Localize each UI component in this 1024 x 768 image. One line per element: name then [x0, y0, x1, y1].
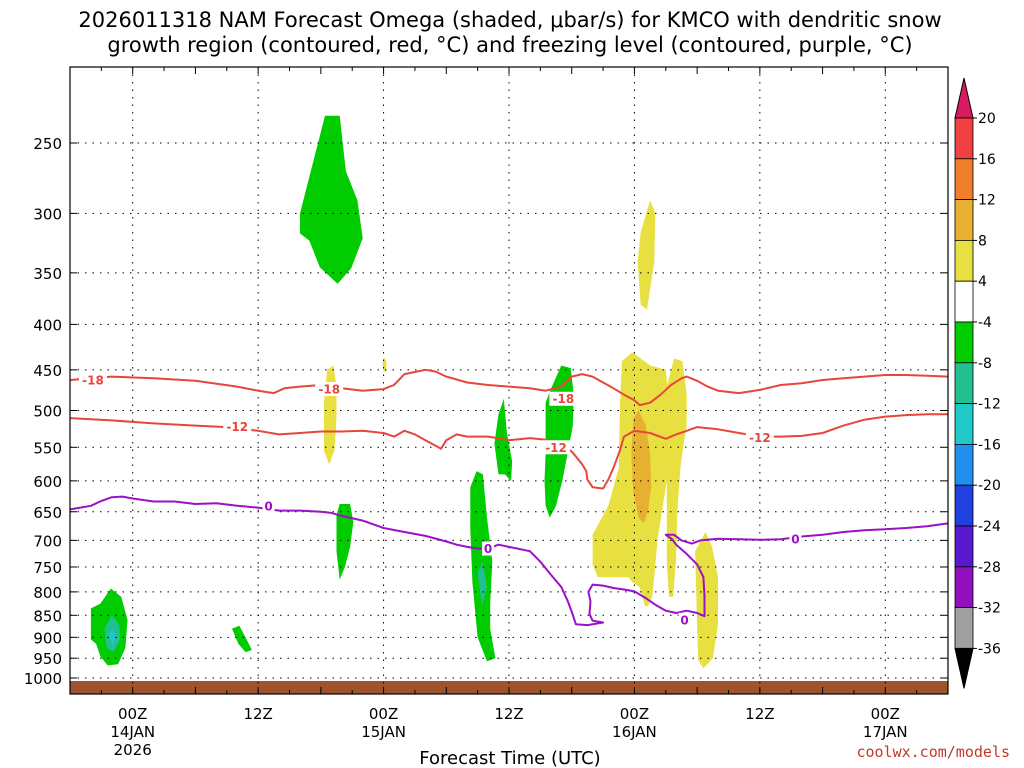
dgz-minus12-label-bg	[745, 430, 774, 445]
contour-layer: -18 -18 -18 -12 -12 -12 0 0 0 0	[69, 368, 949, 627]
yellow-lower-right	[695, 532, 718, 669]
dgz-minus12-label-bg	[542, 440, 571, 455]
dgz-minus12-label: -12	[545, 441, 567, 455]
y-tick-label: 750	[33, 559, 62, 577]
colorbar-label: -16	[978, 437, 1001, 453]
y-tick-label: 950	[33, 650, 62, 668]
y-tick-label: 350	[33, 265, 62, 283]
freezing-level-0-label-bg	[262, 498, 275, 513]
colorbar-label: 8	[978, 233, 987, 249]
x-tick-year: 2026	[114, 741, 152, 759]
y-tick-label: 500	[33, 403, 62, 421]
x-tick-date: 14JAN	[110, 723, 155, 741]
colorbar-label: -28	[978, 560, 1001, 576]
dgz-minus12-label-bg	[223, 419, 252, 434]
x-tick-date: 17JAN	[863, 723, 908, 741]
colorbar-swatch	[954, 158, 974, 201]
colorbar-label: -32	[978, 601, 1001, 617]
x-tick-label: 12Z	[494, 705, 523, 723]
freezing-level-0-label: 0	[791, 533, 799, 547]
green-640-770	[336, 504, 354, 580]
dgz-minus18-line	[69, 368, 949, 407]
freezing-level-0-label: 0	[680, 613, 688, 627]
freezing-level-0-label: 0	[484, 542, 492, 556]
teal-thin-column	[477, 561, 487, 607]
yellow-main-blob	[592, 352, 671, 607]
y-tick-label: 300	[33, 205, 62, 223]
colorbar-swatch	[954, 525, 974, 568]
colorbar-label: 16	[978, 152, 996, 168]
y-tick-label: 800	[33, 584, 62, 602]
colorbar-label: -20	[978, 478, 1001, 494]
colorbar-label: -4	[978, 315, 992, 331]
dgz-minus18-label-bg	[78, 372, 107, 387]
green-small-880	[232, 625, 252, 653]
x-tick-label: 00Z	[118, 705, 147, 723]
y-tick-label: 1000	[24, 670, 62, 688]
y-tick-label: 650	[33, 504, 62, 522]
x-tick-label: 12Z	[745, 705, 774, 723]
freezing-level-0-label: 0	[264, 499, 272, 513]
y-tick-label: 600	[33, 473, 62, 491]
colorbar-swatch	[954, 199, 974, 241]
pressure-axis: 250 300 350 400 450 500 550 600 650 700 750 800 850 9…	[24, 135, 948, 688]
yellow-upper-right	[637, 200, 656, 310]
colorbar-swatch	[954, 117, 974, 160]
chart-title-line2: growth region (contoured, red, °C) and f…	[107, 33, 912, 57]
x-tick-label: 00Z	[620, 705, 649, 723]
colorbar-label: 20	[978, 111, 996, 127]
freezing-level-0-label-bg	[789, 532, 802, 547]
colorbar-swatch	[954, 403, 974, 445]
x-tick-label: 00Z	[871, 705, 900, 723]
colorbar-label: 12	[978, 193, 996, 209]
x-tick-date: 15JAN	[361, 723, 406, 741]
dgz-minus12-label: -12	[749, 431, 771, 445]
colorbar-swatch	[954, 607, 974, 649]
colorbar-bottom-arrow	[954, 647, 974, 689]
dgz-minus18-label: -18	[318, 383, 340, 397]
y-tick-label: 550	[33, 439, 62, 457]
dgz-minus18-label-bg	[315, 382, 344, 397]
dgz-minus12-label: -12	[226, 420, 248, 434]
colorbar-swatch	[954, 566, 974, 608]
x-tick-label: 12Z	[243, 705, 272, 723]
y-tick-label: 700	[33, 532, 62, 550]
colorbar-swatch	[954, 484, 974, 527]
cyan-lower-left	[108, 628, 116, 646]
yellow-right-arm	[666, 358, 687, 597]
freezing-level-0-line	[69, 495, 949, 627]
y-tick-label: 250	[33, 135, 62, 153]
freezing-level-0-label-bg	[678, 612, 691, 627]
y-tick-label: 850	[33, 607, 62, 625]
site-credit: coolwx.com/models	[856, 743, 1010, 761]
x-axis-label: Forecast Time (UTC)	[419, 748, 600, 768]
colorbar-label: -36	[978, 641, 1001, 657]
chart-title-line1: 2026011318 NAM Forecast Omega (shaded, μ…	[78, 8, 941, 32]
y-tick-label: 450	[33, 362, 62, 380]
colorbar-swatch	[954, 443, 974, 486]
x-tick-date: 16JAN	[612, 723, 657, 741]
colorbar: 20 16 12 8 4 -4 -8 -12 -16 -20 -24 -28 -32 -36	[954, 77, 1001, 689]
green-upper-plume	[300, 115, 363, 284]
colorbar-label: -12	[978, 397, 1001, 413]
dgz-minus18-label: -18	[82, 373, 104, 387]
orange-core	[631, 410, 652, 524]
colorbar-swatch	[954, 321, 974, 364]
colorbar-swatch	[954, 280, 974, 323]
colorbar-swatch	[954, 362, 974, 404]
colorbar-swatch	[954, 239, 974, 282]
colorbar-label: -24	[978, 519, 1001, 535]
colorbar-label: 4	[978, 274, 987, 290]
y-tick-label: 900	[33, 629, 62, 647]
dgz-minus18-label-bg	[549, 391, 578, 406]
x-tick-label: 00Z	[369, 705, 398, 723]
colorbar-label: -8	[978, 356, 992, 372]
freezing-level-0-label-bg	[482, 541, 495, 556]
dgz-minus18-label: -18	[553, 392, 575, 406]
y-tick-label: 400	[33, 316, 62, 334]
